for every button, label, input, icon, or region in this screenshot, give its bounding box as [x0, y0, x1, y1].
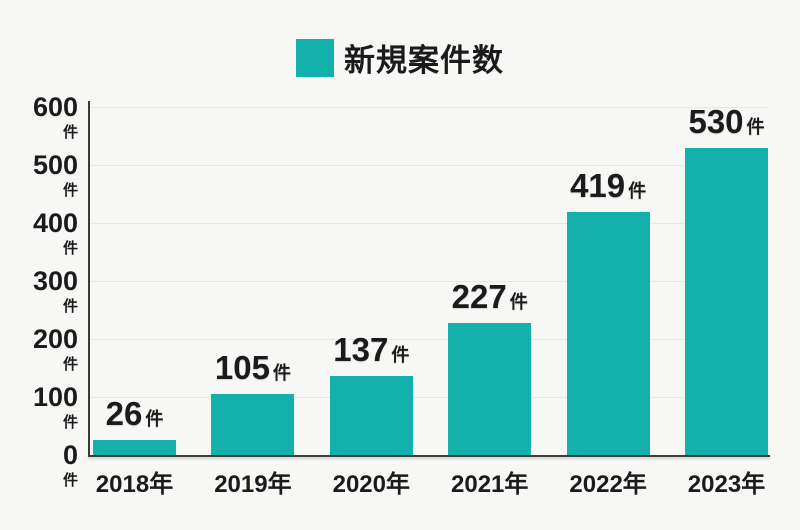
bar-value-number: 137 — [333, 330, 389, 368]
legend-label: 新規案件数 — [344, 43, 504, 78]
bar-value-number: 227 — [451, 278, 507, 316]
bar-2023年 — [685, 147, 768, 455]
bar-2022年 — [566, 211, 650, 455]
x-axis-line — [88, 455, 770, 457]
bar-value-label: 137 件 — [333, 333, 409, 366]
gridline — [90, 397, 768, 398]
bar-value-number: 26 — [105, 394, 143, 432]
y-tick-400: 400 件 — [0, 208, 78, 257]
y-tick-number: 0 — [62, 440, 78, 470]
bar-value-unit: 件 — [145, 408, 164, 429]
gridline — [90, 107, 768, 108]
gridline — [90, 281, 768, 282]
bar-2019年 — [211, 394, 295, 455]
y-tick-number: 600 — [32, 92, 78, 122]
bar-value-label: 419 件 — [570, 169, 646, 202]
bar-value-number: 419 — [570, 166, 626, 204]
gridline — [90, 223, 768, 224]
legend-color-swatch — [296, 38, 334, 77]
x-tick-2018年: 2018年 — [95, 471, 174, 498]
y-tick-600: 600 件 — [0, 92, 78, 141]
plot-area: 26 件 105 件 137 件 227 件 419 件 530 件 — [90, 105, 768, 455]
x-tick-2019年: 2019年 — [214, 471, 292, 498]
bar-2021年 — [448, 323, 532, 455]
x-tick-2023年: 2023年 — [687, 471, 766, 498]
y-tick-unit: 件 — [62, 356, 78, 373]
y-tick-unit: 件 — [62, 472, 78, 489]
y-tick-unit: 件 — [62, 182, 78, 199]
bar-value-unit: 件 — [746, 116, 765, 137]
y-tick-500: 500 件 — [0, 150, 78, 199]
bar-2018年 — [93, 439, 176, 455]
y-tick-unit: 件 — [62, 124, 78, 141]
y-tick-100: 100 件 — [0, 382, 78, 431]
y-tick-unit: 件 — [62, 240, 78, 257]
y-tick-unit: 件 — [62, 298, 78, 315]
gridline — [90, 165, 768, 166]
x-tick-2020年: 2020年 — [332, 471, 410, 498]
legend: 新規案件数 — [0, 35, 800, 80]
y-tick-number: 500 — [32, 150, 78, 180]
bar-value-label: 227 件 — [452, 280, 528, 313]
bar-value-unit: 件 — [509, 292, 528, 313]
bar-value-label: 105 件 — [215, 351, 291, 384]
y-tick-number: 200 — [32, 324, 78, 354]
y-tick-300: 300 件 — [0, 266, 78, 315]
bar-value-label: 26 件 — [106, 397, 164, 430]
y-axis-line — [88, 101, 90, 457]
y-tick-number: 300 — [32, 266, 78, 296]
y-tick-number: 100 — [32, 382, 78, 412]
bar-value-label: 530 件 — [688, 105, 764, 138]
bar-2020年 — [329, 375, 413, 455]
bar-value-unit: 件 — [628, 180, 647, 201]
bar-value-number: 105 — [214, 349, 270, 387]
gridline — [90, 339, 768, 340]
y-tick-number: 400 — [32, 208, 78, 238]
y-tick-unit: 件 — [62, 414, 78, 431]
y-tick-200: 200 件 — [0, 324, 78, 373]
x-tick-2021年: 2021年 — [450, 471, 529, 498]
bar-value-number: 530 — [688, 102, 744, 140]
bar-value-unit: 件 — [391, 344, 410, 365]
x-tick-2022年: 2022年 — [569, 471, 647, 498]
bar-value-unit: 件 — [272, 363, 291, 384]
